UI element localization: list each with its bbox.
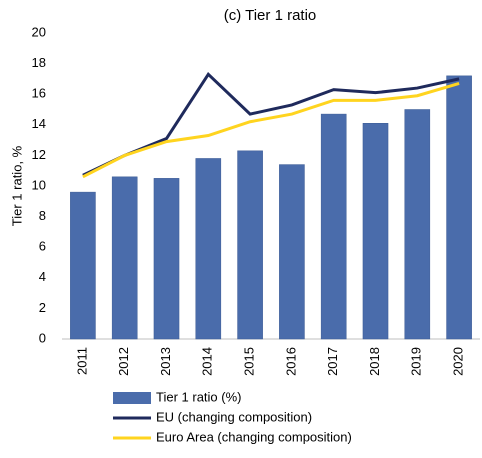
bar [446,75,472,340]
line [82,82,460,179]
legend-label: Tier 1 ratio (%) [156,389,241,404]
x-tick-label: 2015 [242,347,257,376]
line [82,71,460,177]
x-tick-label: 2017 [325,347,340,376]
y-tick-label: 6 [39,239,46,254]
y-tick-label: 14 [32,116,46,131]
y-tick-label: 4 [39,269,46,284]
x-tick-label: 2019 [409,347,424,376]
y-tick-label: 18 [32,55,46,70]
y-axis-label: Tier 1 ratio, % [9,145,24,226]
y-tick-label: 10 [32,177,46,192]
bar [153,178,180,340]
y-tick-label: 12 [32,147,46,162]
y-tick-label: 8 [39,208,46,223]
y-tick-label: 16 [32,86,46,101]
bar [362,123,389,340]
bar [111,176,138,340]
bar [195,158,222,340]
legend-swatch [113,392,151,404]
bar [70,191,96,340]
chart-title: (c) Tier 1 ratio [224,7,317,24]
legend-label: EU (changing composition) [156,409,312,424]
bar [320,113,347,340]
x-tick-label: 2012 [116,347,131,376]
x-tick-label: 2016 [283,347,298,376]
bar [279,164,305,340]
bar [404,109,431,340]
x-tick-label: 2020 [451,347,466,376]
x-tick-label: 2014 [200,347,215,376]
x-tick-label: 2018 [367,347,382,376]
x-tick-label: 2013 [158,347,173,376]
legend-label: Euro Area (changing composition) [156,429,352,444]
x-tick-label: 2011 [74,347,89,375]
y-tick-label: 20 [32,24,46,39]
y-tick-label: 0 [39,330,46,345]
bar [237,150,263,340]
y-tick-label: 2 [39,300,46,315]
